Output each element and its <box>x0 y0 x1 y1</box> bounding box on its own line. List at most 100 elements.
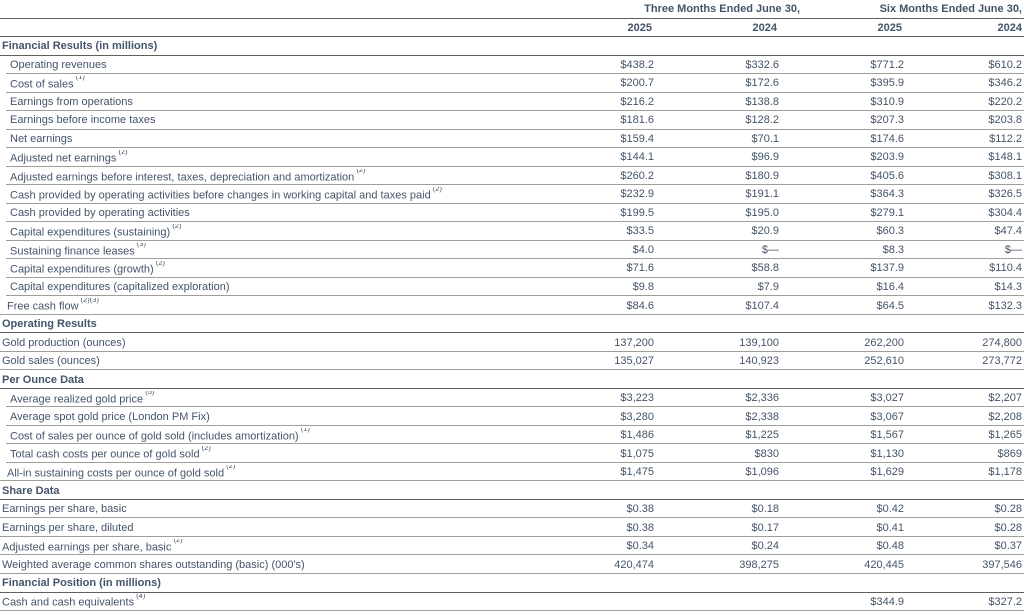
row-label-text: Operating revenues <box>10 58 107 71</box>
value-cell: $1,096 <box>745 466 779 479</box>
footnote-marker: (2) <box>116 150 128 156</box>
value-cell: $70.1 <box>751 132 779 145</box>
value-cell: $344.9 <box>870 595 904 608</box>
value-cell: $203.9 <box>870 151 904 164</box>
value-cell: $2,336 <box>745 392 779 405</box>
footnote-marker: (2) <box>170 224 182 230</box>
row-label-text: Average spot gold price (London PM Fix) <box>10 410 210 423</box>
row-label-text: Share Data <box>2 484 60 497</box>
footnote-marker: (2) <box>153 261 165 267</box>
value-cell: $771.2 <box>870 58 904 71</box>
value-cell: $310.9 <box>870 95 904 108</box>
period-header-row: Three Months Ended June 30, Six Months E… <box>0 0 1024 19</box>
section-row: Operating Results <box>0 315 1024 334</box>
year-header-q-2024: 2024 <box>752 21 777 34</box>
value-cell: 273,772 <box>982 355 1022 368</box>
value-cell: $1,629 <box>870 466 904 479</box>
value-cell: $84.6 <box>626 299 654 312</box>
value-cell: $— <box>1004 243 1022 256</box>
value-cell: $174.6 <box>870 132 904 145</box>
period-header-six-months: Six Months Ended June 30, <box>879 3 1022 16</box>
value-cell: $395.9 <box>870 77 904 90</box>
value-cell: $207.3 <box>870 114 904 127</box>
footnote-marker: (4) <box>134 594 146 600</box>
row-label: Earnings from operations <box>0 96 532 108</box>
value-cell: 137,200 <box>614 336 654 349</box>
value-cell: $216.2 <box>620 95 654 108</box>
row-label-text: Weighted average common shares outstandi… <box>2 558 305 571</box>
row-label-text: Cost of sales <box>10 78 74 91</box>
value-cell: $112.2 <box>989 132 1022 145</box>
value-cell: $2,338 <box>745 410 779 423</box>
year-header-row: 2025 2024 2025 2024 <box>0 19 1024 38</box>
value-cell: 420,474 <box>614 558 654 571</box>
value-cell: $220.2 <box>988 95 1022 108</box>
value-cell: $0.18 <box>751 503 779 516</box>
row-label: Free cash flow (2)(3) <box>0 298 532 313</box>
value-cell: $308.1 <box>988 169 1022 182</box>
row-label: Operating revenues <box>0 59 532 71</box>
value-cell: $405.6 <box>870 169 904 182</box>
value-cell: $0.42 <box>876 503 904 516</box>
footnote-marker: (2) <box>354 168 366 175</box>
table-row: Adjusted earnings before interest, taxes… <box>0 167 1024 186</box>
value-cell: $2,208 <box>988 410 1022 423</box>
value-cell: $71.6 <box>626 262 654 275</box>
row-label: Average realized gold price (5) <box>0 391 532 406</box>
value-cell: $260.2 <box>620 169 654 182</box>
value-cell: $0.34 <box>626 540 654 553</box>
table-row: Cash provided by operating activities $19… <box>0 204 1024 223</box>
row-label: Earnings per share, diluted <box>0 522 532 534</box>
value-cell: 397,546 <box>982 558 1022 571</box>
value-cell: $1,075 <box>620 447 654 460</box>
table-row: Total cash costs per ounce of gold sold … <box>0 444 1024 463</box>
row-label: Net earnings <box>0 133 532 145</box>
value-cell: 252,610 <box>864 355 904 368</box>
row-label-text: Earnings from operations <box>10 95 133 108</box>
value-cell: $110.4 <box>989 262 1022 275</box>
value-cell: $0.17 <box>751 521 779 534</box>
year-header-h-2025: 2025 <box>877 21 902 34</box>
value-cell: $96.9 <box>751 151 779 164</box>
row-label-text: Capital expenditures (capitalized explor… <box>10 280 230 293</box>
row-label-text: Earnings per share, basic <box>2 503 127 516</box>
value-cell: $3,067 <box>870 410 904 423</box>
value-cell: $346.2 <box>988 77 1022 90</box>
row-label-text: Earnings per share, diluted <box>2 521 134 534</box>
value-cell: $191.1 <box>745 188 779 201</box>
value-cell: $199.5 <box>620 206 654 219</box>
value-cell: $830 <box>754 447 779 460</box>
row-label-text: Adjusted earnings before interest, taxes… <box>10 171 355 184</box>
table-row: Capital expenditures (growth) (2) $71.6 $5… <box>0 259 1024 278</box>
row-label-text: Cost of sales per ounce of gold sold (in… <box>10 430 299 443</box>
footnote-marker: (2) <box>199 446 211 452</box>
value-cell: $232.9 <box>620 188 654 201</box>
value-cell: 139,100 <box>739 336 779 349</box>
value-cell: 274,800 <box>982 336 1022 349</box>
table-row: Earnings per share, basic $0.38 $0.18 $0.42… <box>0 500 1024 519</box>
row-label-text: Operating Results <box>2 318 97 331</box>
value-cell: $172.6 <box>745 77 779 90</box>
value-cell: $0.41 <box>876 521 904 534</box>
value-cell: $128.2 <box>745 114 779 127</box>
value-cell: 398,275 <box>739 558 779 571</box>
row-label-text: Financial Position (in millions) <box>2 577 161 590</box>
value-cell: $0.48 <box>876 540 904 553</box>
row-label: Cost of sales (1) <box>0 76 532 91</box>
value-cell: $14.3 <box>994 280 1022 293</box>
value-cell: $20.9 <box>751 225 779 238</box>
value-cell: $1,178 <box>988 466 1022 479</box>
row-label-text: Capital expenditures (sustaining) <box>10 226 171 239</box>
value-cell: $1,475 <box>620 466 654 479</box>
value-cell: $1,567 <box>870 429 904 442</box>
value-cell: $9.8 <box>632 280 654 293</box>
row-label: Weighted average common shares outstandi… <box>0 559 532 571</box>
value-cell: $3,027 <box>870 392 904 405</box>
value-cell: $138.8 <box>745 95 779 108</box>
table-row: Cash provided by operating activities be… <box>0 185 1024 204</box>
row-label: Cost of sales per ounce of gold sold (in… <box>0 428 532 443</box>
value-cell: $438.2 <box>620 58 654 71</box>
row-label: Sustaining finance leases (3) <box>0 243 532 258</box>
row-label-text: Adjusted net earnings <box>10 152 117 165</box>
row-label-text: All-in sustaining costs per ounce of gol… <box>7 467 225 480</box>
